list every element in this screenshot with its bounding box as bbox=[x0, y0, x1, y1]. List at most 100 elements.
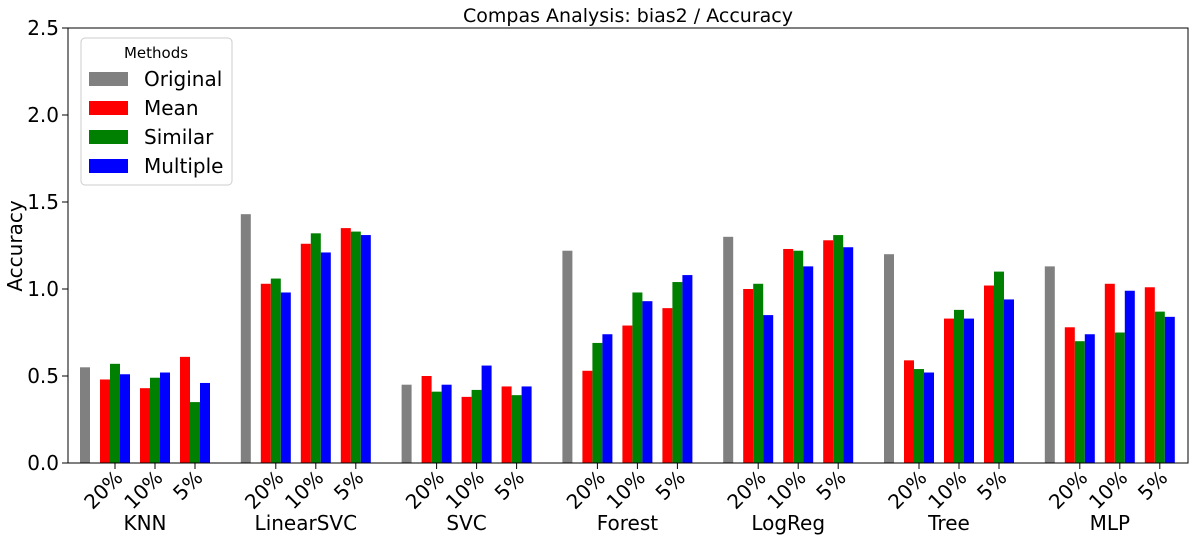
group-label: Forest bbox=[597, 511, 659, 535]
bar-multiple bbox=[1004, 299, 1014, 463]
bar-mean bbox=[743, 289, 754, 463]
bar-mean bbox=[501, 386, 512, 463]
bar-multiple bbox=[803, 266, 814, 463]
bar-similar bbox=[632, 292, 643, 463]
bar-multiple bbox=[964, 318, 974, 463]
x-tick-label: 10% bbox=[280, 466, 328, 514]
plot-frame bbox=[67, 27, 1189, 464]
bar-mean bbox=[1144, 287, 1155, 463]
x-tick-label: 10% bbox=[923, 466, 971, 514]
bar-original bbox=[240, 214, 251, 463]
bar-multiple bbox=[843, 247, 854, 463]
bar-multiple bbox=[642, 301, 653, 463]
group-label: LogReg bbox=[751, 511, 825, 535]
group-label: KNN bbox=[123, 511, 166, 535]
bar-mean bbox=[662, 308, 673, 463]
bar-mean bbox=[622, 325, 633, 463]
bar-similar bbox=[954, 309, 964, 463]
bar-multiple bbox=[120, 374, 130, 463]
bar-multiple bbox=[481, 365, 492, 463]
bar-similar bbox=[1074, 341, 1085, 463]
bar-similar bbox=[592, 342, 603, 463]
bar-mean bbox=[1104, 283, 1115, 463]
bar-multiple bbox=[1084, 334, 1095, 463]
bar-mean bbox=[421, 376, 432, 463]
legend-label: Mean bbox=[144, 96, 199, 120]
bar-mean bbox=[260, 283, 271, 463]
bar-mean bbox=[300, 243, 311, 463]
x-tick-label: 5% bbox=[811, 466, 850, 505]
bar-multiple bbox=[1124, 290, 1135, 463]
bar-similar bbox=[994, 271, 1004, 463]
x-tick-label: 20% bbox=[722, 466, 770, 514]
legend-label: Original bbox=[144, 67, 222, 91]
bar-similar bbox=[1114, 332, 1125, 463]
bar-mean bbox=[823, 240, 834, 463]
y-tick-label: 1.0 bbox=[27, 277, 59, 301]
bar-similar bbox=[672, 282, 683, 463]
bar-similar bbox=[914, 369, 924, 463]
bar-mean bbox=[984, 285, 994, 463]
x-tick-label: 5% bbox=[168, 466, 207, 505]
bar-mean bbox=[783, 248, 794, 463]
y-axis-ticks: 0.0 0.5 1.0 1.5 2.0 2.5 bbox=[27, 16, 68, 475]
x-tick-label: 10% bbox=[762, 466, 810, 514]
bar-similar bbox=[350, 231, 361, 463]
bar-original bbox=[1044, 266, 1055, 463]
x-tick-label: 20% bbox=[883, 466, 931, 514]
legend: Methods Original Mean Similar Multiple bbox=[80, 37, 233, 186]
bar-similar bbox=[793, 250, 804, 463]
x-tick-label: 20% bbox=[562, 466, 610, 514]
bar-mean bbox=[582, 370, 593, 463]
bar-mean bbox=[100, 379, 110, 463]
bar-similar bbox=[753, 283, 764, 463]
x-tick-label: 5% bbox=[972, 466, 1011, 505]
y-tick-label: 0.5 bbox=[27, 364, 59, 388]
x-tick-label: 20% bbox=[240, 466, 288, 514]
y-tick-label: 1.5 bbox=[27, 190, 59, 214]
bars bbox=[80, 214, 1175, 463]
bar-mean bbox=[340, 228, 351, 463]
group-label: Tree bbox=[927, 511, 970, 535]
legend-swatch bbox=[89, 72, 128, 86]
y-tick-label: 2.5 bbox=[27, 16, 59, 40]
x-tick-label: 10% bbox=[1084, 466, 1132, 514]
bar-multiple bbox=[682, 275, 693, 463]
bar-similar bbox=[471, 389, 482, 463]
x-tick-label: 5% bbox=[329, 466, 368, 505]
bar-mean bbox=[944, 318, 954, 463]
legend-label: Multiple bbox=[144, 154, 223, 178]
x-tick-label: 20% bbox=[401, 466, 449, 514]
bar-original bbox=[401, 384, 412, 463]
bar-original bbox=[723, 236, 734, 463]
bar-original bbox=[80, 367, 90, 463]
bar-multiple bbox=[521, 386, 532, 463]
chart-title: Compas Analysis: bias2 / Accuracy bbox=[463, 5, 793, 27]
group-label: MLP bbox=[1090, 511, 1130, 535]
x-tick-label: 10% bbox=[119, 466, 167, 514]
x-tick-label: 10% bbox=[602, 466, 650, 514]
x-tick-label: 5% bbox=[1133, 466, 1172, 505]
legend-swatch bbox=[89, 101, 128, 115]
bar-multiple bbox=[763, 315, 774, 463]
y-tick-label: 2.0 bbox=[27, 103, 59, 127]
y-axis-label: Accuracy bbox=[3, 200, 27, 291]
bar-multiple bbox=[441, 384, 452, 463]
x-tick-label: 20% bbox=[79, 466, 127, 514]
group-label: SVC bbox=[446, 511, 486, 535]
legend-label: Similar bbox=[144, 125, 214, 149]
bar-multiple bbox=[1164, 316, 1175, 463]
x-tick-label: 20% bbox=[1044, 466, 1092, 514]
bar-mean bbox=[140, 388, 150, 463]
bar-similar bbox=[310, 233, 321, 463]
bar-multiple bbox=[280, 292, 291, 463]
bar-similar bbox=[190, 402, 200, 463]
bar-original bbox=[562, 250, 573, 463]
bar-mean bbox=[1064, 327, 1075, 463]
bar-mean bbox=[904, 360, 914, 463]
bar-similar bbox=[833, 235, 844, 463]
legend-swatch bbox=[89, 159, 128, 173]
x-tick-label: 5% bbox=[490, 466, 529, 505]
bar-multiple bbox=[924, 372, 934, 463]
